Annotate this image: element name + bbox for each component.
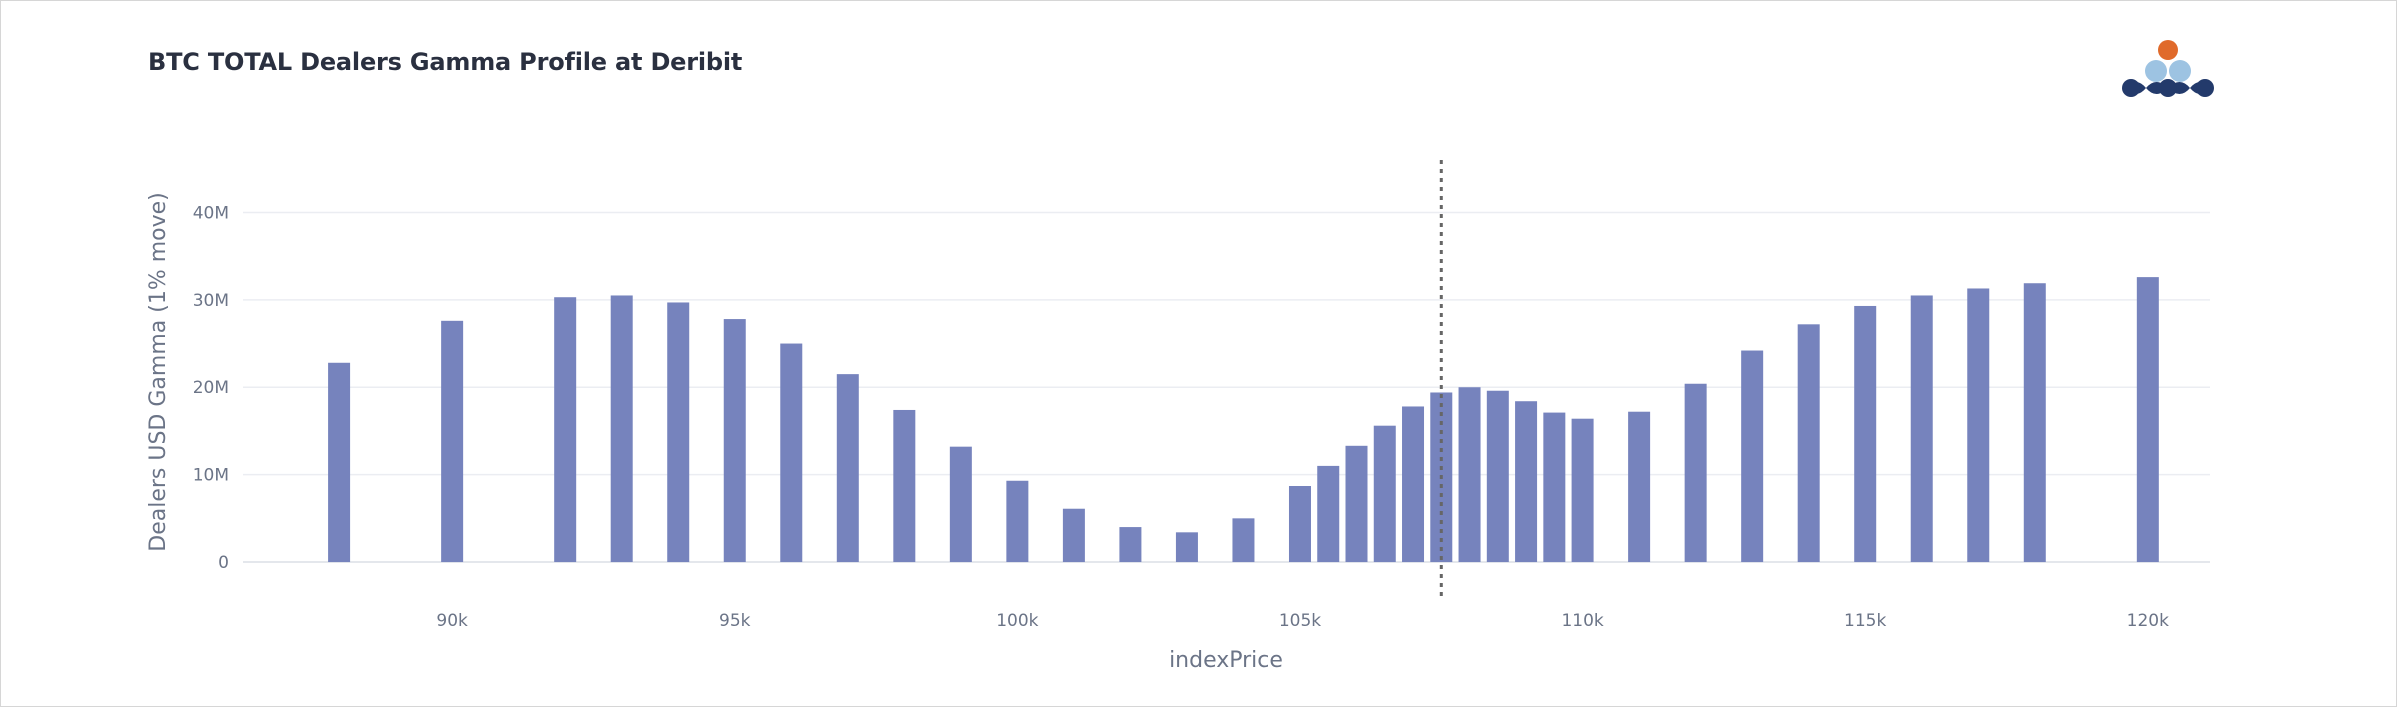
chart-title: BTC TOTAL Dealers Gamma Profile at Derib… [148, 48, 743, 76]
gamma-bar [836, 374, 859, 563]
gamma-bar [1854, 305, 1877, 563]
gamma-bar [1288, 486, 1311, 563]
x-axis-ticks: 90k 95k 100k 105k 110k 115k 120k [436, 611, 2169, 631]
x-tick-label: 115k [1844, 611, 1886, 631]
y-tick-label: 40M [193, 203, 229, 223]
gamma-bar [328, 362, 351, 563]
y-axis-title: Dealers USD Gamma (1% move) [146, 192, 171, 551]
gamma-bar [780, 343, 803, 563]
gamma-bar [1543, 412, 1566, 563]
company-logo-icon [2122, 40, 2214, 97]
gamma-bar [1628, 411, 1651, 563]
gamma-bar [1119, 527, 1142, 563]
x-tick-label: 110k [1561, 611, 1603, 631]
gamma-bar [2023, 283, 2046, 563]
gamma-bar [1458, 387, 1481, 563]
gamma-bar [723, 319, 746, 563]
gamma-bar [1910, 295, 1933, 563]
gamma-bar [1006, 480, 1029, 563]
gamma-bar [1684, 383, 1707, 563]
x-tick-label: 105k [1279, 611, 1321, 631]
gamma-bar [610, 295, 633, 563]
gamma-bar [1486, 390, 1509, 563]
y-tick-label: 20M [193, 378, 229, 398]
x-tick-label: 100k [996, 611, 1038, 631]
gamma-bar [1062, 508, 1085, 563]
x-axis-title: indexPrice [1169, 648, 1283, 673]
gamma-bar [1797, 324, 1820, 563]
gamma-bar [1345, 445, 1368, 563]
x-tick-label: 90k [436, 611, 468, 631]
y-tick-label: 10M [193, 466, 229, 486]
gamma-bar [1571, 418, 1594, 563]
gamma-bar [893, 409, 916, 563]
gamma-bar [667, 302, 690, 563]
gamma-bar [1373, 425, 1396, 563]
gamma-bar [2136, 277, 2159, 563]
gamma-bar [1402, 406, 1425, 563]
gamma-bar [554, 297, 577, 563]
gamma-bar [1232, 518, 1255, 563]
y-tick-label: 30M [193, 291, 229, 311]
gamma-bar [1515, 401, 1538, 563]
gamma-bar [441, 320, 464, 563]
y-axis-ticks: 0 10M 20M 30M 40M [193, 203, 229, 573]
gamma-bar [1741, 350, 1764, 563]
gamma-bar [1175, 532, 1198, 563]
bar-series [328, 277, 2159, 563]
x-tick-label: 95k [719, 611, 751, 631]
gamma-bar [1967, 288, 1990, 563]
gamma-bar [1317, 465, 1340, 563]
x-tick-label: 120k [2127, 611, 2169, 631]
y-tick-label: 0 [218, 553, 229, 573]
gamma-bar [949, 446, 972, 563]
